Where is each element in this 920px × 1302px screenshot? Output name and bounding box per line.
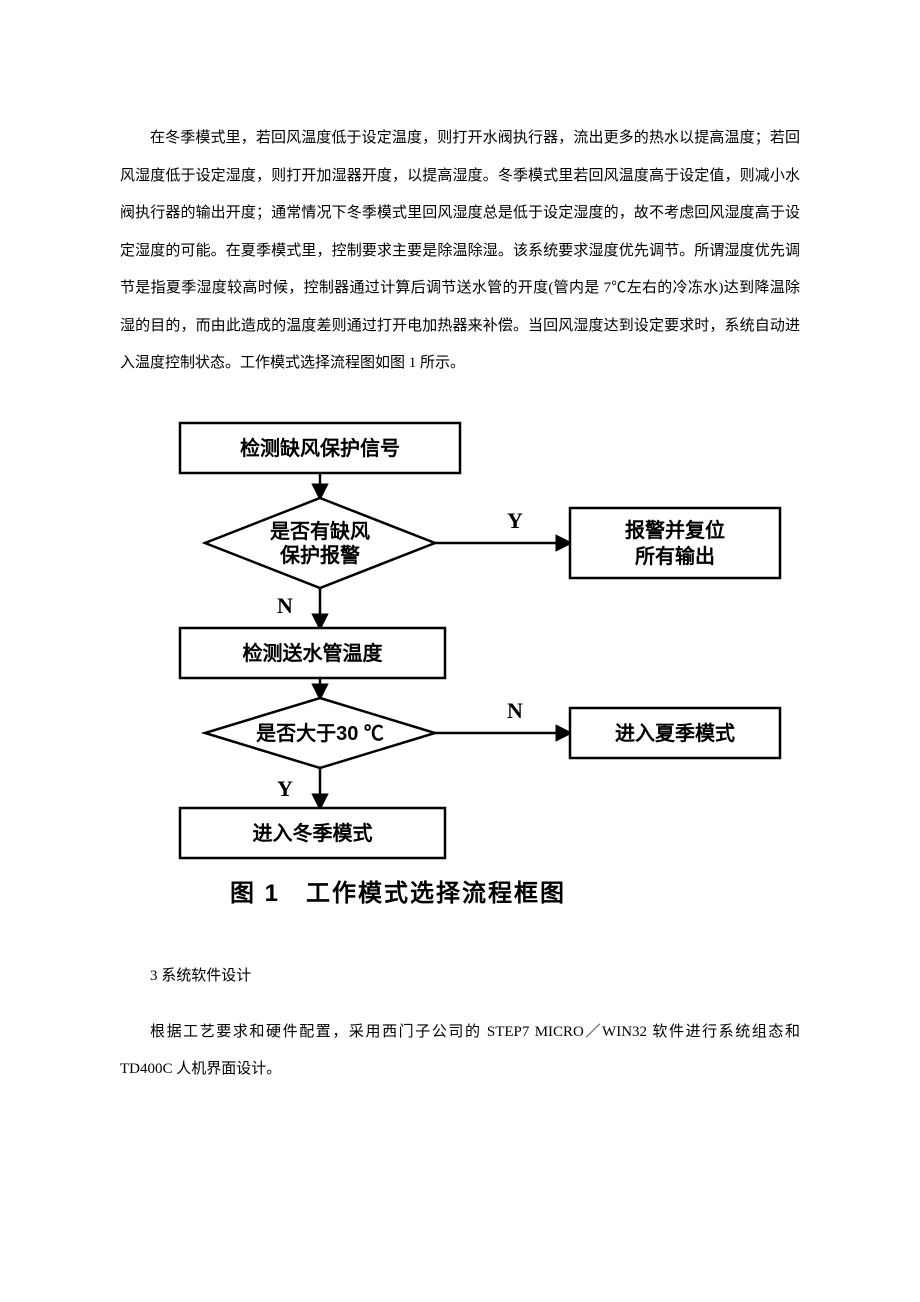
- svg-text:N: N: [277, 593, 293, 618]
- svg-text:进入冬季模式: 进入冬季模式: [253, 821, 373, 845]
- flowchart: Y N N Y 检测缺风保护信号是否有缺风保护报警 报警并复位所有输出检测送水管温度是否大…: [120, 413, 800, 863]
- flowchart-svg: Y N N Y 检测缺风保护信号是否有缺风保护报警 报警并复位所有输出检测送水管温度是否大…: [120, 413, 800, 863]
- svg-text:检测缺风保护信号: 检测缺风保护信号: [240, 436, 400, 460]
- body-paragraph-2: 根据工艺要求和硬件配置，采用西门子公司的 STEP7 MICRO／WIN32 软…: [120, 1014, 800, 1089]
- svg-text:报警并复位: 报警并复位: [625, 518, 725, 542]
- svg-text:N: N: [507, 698, 523, 723]
- svg-text:是否有缺风: 是否有缺风: [269, 519, 370, 543]
- svg-text:所有输出: 所有输出: [635, 544, 715, 568]
- svg-text:是否大于30 ℃: 是否大于30 ℃: [255, 722, 384, 745]
- svg-text:Y: Y: [507, 508, 523, 533]
- svg-text:保护报警: 保护报警: [279, 543, 360, 567]
- svg-text:进入夏季模式: 进入夏季模式: [615, 721, 735, 745]
- body-paragraph-1: 在冬季模式里，若回风温度低于设定温度，则打开水阀执行器，流出更多的热水以提高温度…: [120, 120, 800, 383]
- section-heading: 3 系统软件设计: [120, 958, 800, 994]
- svg-text:Y: Y: [277, 776, 293, 801]
- figure-caption: 图 1 工作模式选择流程框图: [230, 873, 800, 908]
- svg-text:检测送水管温度: 检测送水管温度: [243, 641, 384, 665]
